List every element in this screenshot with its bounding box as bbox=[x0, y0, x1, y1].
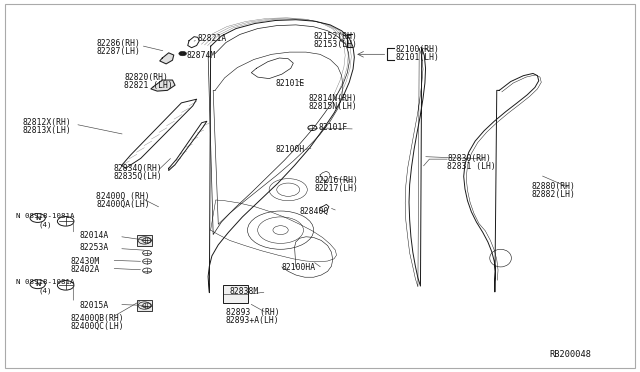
Text: 82893  (RH): 82893 (RH) bbox=[226, 308, 280, 317]
Text: 82153(LH): 82153(LH) bbox=[314, 40, 358, 49]
Text: 82830(RH): 82830(RH) bbox=[447, 154, 491, 163]
Text: 82253A: 82253A bbox=[79, 243, 109, 252]
Text: N: N bbox=[35, 215, 40, 221]
Text: 82014A: 82014A bbox=[79, 231, 109, 240]
Polygon shape bbox=[160, 53, 173, 64]
Text: 82813X(LH): 82813X(LH) bbox=[22, 126, 71, 135]
Text: 82831 (LH): 82831 (LH) bbox=[447, 162, 496, 171]
Text: 82101F: 82101F bbox=[319, 123, 348, 132]
Text: 82821A: 82821A bbox=[198, 34, 227, 44]
Text: 82400QC(LH): 82400QC(LH) bbox=[71, 322, 124, 331]
Text: 82821 (LH): 82821 (LH) bbox=[124, 81, 173, 90]
Text: 82882(LH): 82882(LH) bbox=[531, 190, 575, 199]
Polygon shape bbox=[151, 80, 175, 91]
Text: 82400QB(RH): 82400QB(RH) bbox=[71, 314, 124, 323]
Text: 82287(LH): 82287(LH) bbox=[96, 47, 140, 56]
Text: 82815N(LH): 82815N(LH) bbox=[308, 102, 357, 111]
Text: N: N bbox=[35, 282, 40, 287]
Text: 82100(RH): 82100(RH) bbox=[395, 45, 439, 54]
Text: (4): (4) bbox=[39, 221, 52, 228]
Circle shape bbox=[179, 51, 186, 56]
Text: 82402A: 82402A bbox=[71, 264, 100, 274]
Text: 82400QA(LH): 82400QA(LH) bbox=[96, 200, 150, 209]
Bar bbox=[137, 301, 152, 311]
Text: (4): (4) bbox=[39, 287, 52, 294]
Text: 82101E: 82101E bbox=[275, 79, 305, 88]
Text: 82216(RH): 82216(RH) bbox=[315, 176, 359, 185]
Text: 82874M: 82874M bbox=[186, 51, 216, 60]
Text: 82101(LH): 82101(LH) bbox=[395, 54, 439, 62]
Text: 82838M: 82838M bbox=[230, 288, 259, 296]
Text: 82893+A(LH): 82893+A(LH) bbox=[226, 317, 280, 326]
Text: 82400Q (RH): 82400Q (RH) bbox=[96, 192, 150, 201]
Text: 82880(RH): 82880(RH) bbox=[531, 182, 575, 191]
Text: 82286(RH): 82286(RH) bbox=[96, 39, 140, 48]
Text: 82834Q(RH): 82834Q(RH) bbox=[113, 164, 162, 173]
Text: 82814N(RH): 82814N(RH) bbox=[308, 94, 357, 103]
Text: 82217(LH): 82217(LH) bbox=[315, 185, 359, 193]
Text: N 08918-1081A: N 08918-1081A bbox=[16, 213, 75, 219]
Text: 82812X(RH): 82812X(RH) bbox=[22, 118, 71, 127]
Bar bbox=[223, 285, 248, 303]
Text: 82820(RH): 82820(RH) bbox=[124, 73, 168, 81]
Text: N 08918-1081A: N 08918-1081A bbox=[16, 279, 75, 285]
Text: 82430M: 82430M bbox=[71, 257, 100, 266]
Text: RB200048: RB200048 bbox=[549, 350, 591, 359]
Text: 82840Q: 82840Q bbox=[300, 206, 329, 215]
Text: 82835Q(LH): 82835Q(LH) bbox=[113, 172, 162, 181]
Text: 82015A: 82015A bbox=[79, 301, 109, 310]
Text: 82100HA: 82100HA bbox=[282, 263, 316, 272]
Text: 82152(RH): 82152(RH) bbox=[314, 32, 358, 41]
Bar bbox=[137, 235, 152, 246]
Text: 82100H: 82100H bbox=[275, 145, 305, 154]
